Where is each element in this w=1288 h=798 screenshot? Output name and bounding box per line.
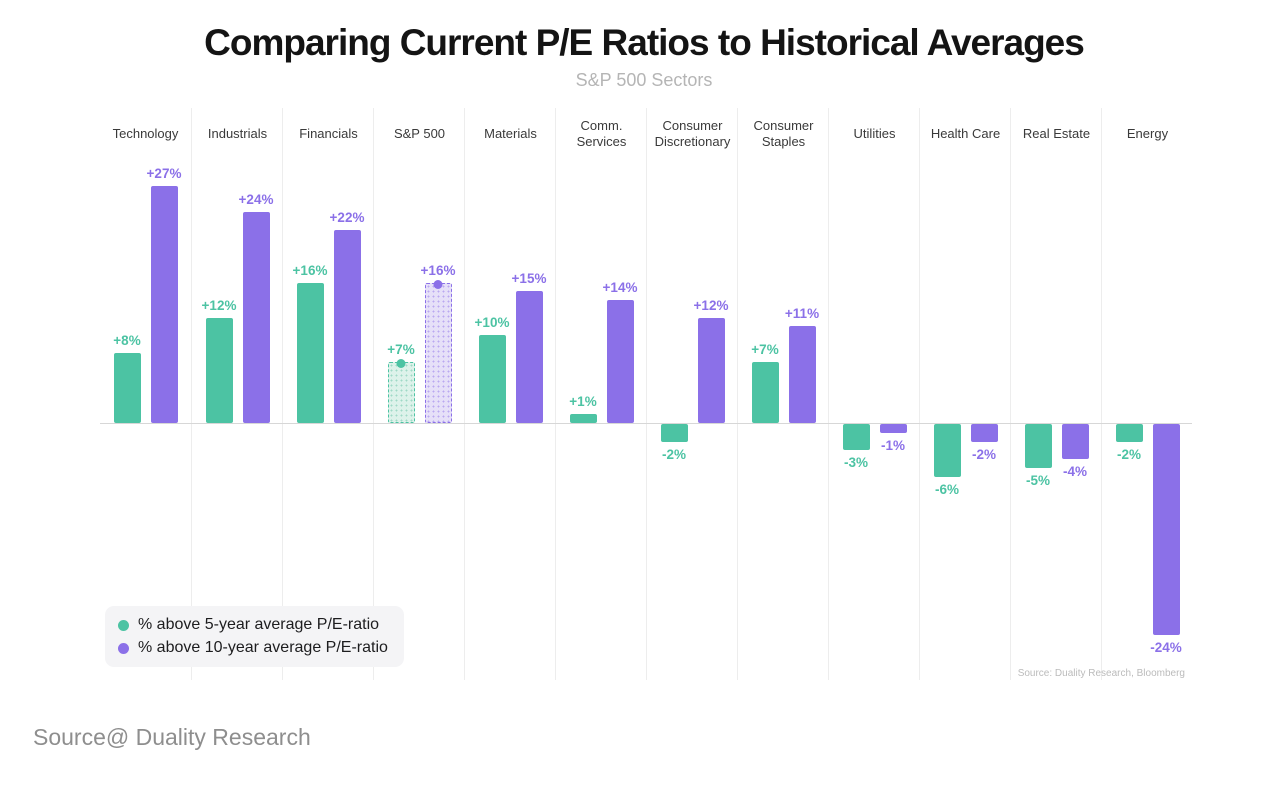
value-label: -3%: [843, 455, 869, 471]
sector-label: Consumer Staples: [753, 117, 814, 149]
sector-label: Consumer Discretionary: [654, 117, 731, 149]
bar-consumer-discretionary-10yr: [697, 317, 725, 423]
bar-materials-5yr: [478, 335, 506, 423]
value-label: +14%: [602, 280, 638, 296]
sector-label: Health Care: [930, 125, 1001, 141]
estimate-marker-icon: [396, 358, 406, 368]
bar-consumer-discretionary-5yr: [660, 424, 688, 442]
value-label: +22%: [329, 209, 365, 225]
legend-label-10yr: % above 10-year average P/E-ratio: [138, 639, 388, 656]
legend-swatch-10yr-icon: [118, 642, 129, 654]
value-label: +27%: [146, 165, 182, 181]
sector-label: Financials: [299, 125, 358, 141]
bar-comm-services-5yr: [569, 414, 597, 423]
sector-label: Technology: [112, 125, 179, 141]
sector-column-s-p-500: S&P 500 +7% +16%: [373, 108, 465, 680]
sector-column-materials: Materials +10% +15%: [464, 108, 556, 680]
zero-axis-line: [100, 423, 1192, 424]
value-label: +8%: [113, 332, 141, 348]
value-label: -4%: [1062, 464, 1088, 480]
sector-column-real-estate: Real Estate -5% -4%: [1010, 108, 1102, 680]
legend-swatch-5yr-icon: [118, 619, 129, 631]
sector-label: Industrials: [207, 125, 268, 141]
bar-consumer-staples-5yr: [751, 361, 779, 423]
sector-column-technology: Technology +8% +27%: [100, 108, 191, 680]
sector-column-health-care: Health Care -6% -2%: [919, 108, 1011, 680]
sector-label: Materials: [484, 125, 537, 141]
bar-technology-5yr: [113, 352, 141, 423]
value-label: +11%: [784, 306, 820, 322]
sector-column-financials: Financials +16% +22%: [282, 108, 374, 680]
legend: % above 5-year average P/E-ratio % above…: [105, 606, 404, 667]
plot-area: Technology +8% +27% Industrials +12% +24% Fina…: [100, 108, 1192, 680]
value-label: -1%: [880, 437, 906, 453]
sector-column-consumer-discretionary: Consumer Discretionary -2% +12%: [646, 108, 738, 680]
bar-financials-10yr: [333, 229, 361, 423]
sector-label: Comm. Services: [576, 117, 627, 149]
chart-subtitle: S&P 500 Sectors: [575, 70, 713, 90]
bar-s-p-500-10yr: [424, 279, 452, 423]
bar-real-estate-5yr: [1024, 424, 1052, 468]
value-label: +7%: [387, 341, 415, 357]
legend-item-5yr: % above 5-year average P/E-ratio: [118, 616, 388, 634]
footer-source: Source@ Duality Research: [33, 724, 311, 750]
sector-label: Utilities: [853, 125, 896, 141]
source-note: Source: Duality Research, Bloomberg: [1017, 668, 1185, 679]
bar-industrials-10yr: [242, 212, 270, 423]
value-label: +16%: [420, 262, 456, 278]
bar-energy-10yr: [1152, 424, 1180, 635]
value-label: -5%: [1025, 472, 1051, 488]
bar-health-care-10yr: [970, 424, 998, 442]
bar-real-estate-10yr: [1061, 424, 1089, 460]
value-label: -24%: [1150, 639, 1182, 655]
value-label: +7%: [751, 341, 779, 357]
sector-label: Real Estate: [1022, 125, 1091, 141]
legend-item-10yr: % above 10-year average P/E-ratio: [118, 639, 388, 657]
value-label: +12%: [693, 297, 729, 313]
bar-financials-5yr: [296, 282, 324, 423]
value-label: +1%: [569, 394, 597, 410]
chart-title: Comparing Current P/E Ratios to Historic…: [204, 22, 1085, 63]
bar-materials-10yr: [515, 291, 543, 423]
bar-utilities-5yr: [842, 424, 870, 451]
sector-label: S&P 500: [393, 125, 446, 141]
legend-label-5yr: % above 5-year average P/E-ratio: [138, 616, 380, 633]
bar-health-care-5yr: [933, 424, 961, 477]
estimate-marker-icon: [433, 279, 443, 289]
sector-column-consumer-staples: Consumer Staples +7% +11%: [737, 108, 829, 680]
value-label: -6%: [934, 481, 960, 497]
value-label: +24%: [238, 192, 274, 208]
sector-column-energy: Energy -2% -24%: [1101, 108, 1193, 680]
bar-comm-services-10yr: [606, 300, 634, 423]
value-label: -2%: [1116, 446, 1142, 462]
sector-label: Energy: [1126, 125, 1169, 141]
bar-technology-10yr: [150, 185, 178, 423]
sector-column-comm-services: Comm. Services +1% +14%: [555, 108, 647, 680]
value-label: -2%: [971, 446, 997, 462]
sector-column-industrials: Industrials +12% +24%: [191, 108, 283, 680]
bar-s-p-500-5yr: [387, 358, 415, 423]
value-label: +10%: [474, 315, 510, 331]
bar-energy-5yr: [1115, 424, 1143, 442]
bar-utilities-10yr: [879, 424, 907, 433]
value-label: +16%: [292, 262, 328, 278]
value-label: +15%: [511, 271, 547, 287]
bar-industrials-5yr: [205, 317, 233, 423]
value-label: -2%: [661, 446, 687, 462]
sector-column-utilities: Utilities -3% -1%: [828, 108, 920, 680]
bar-consumer-staples-10yr: [788, 326, 816, 423]
value-label: +12%: [201, 297, 237, 313]
